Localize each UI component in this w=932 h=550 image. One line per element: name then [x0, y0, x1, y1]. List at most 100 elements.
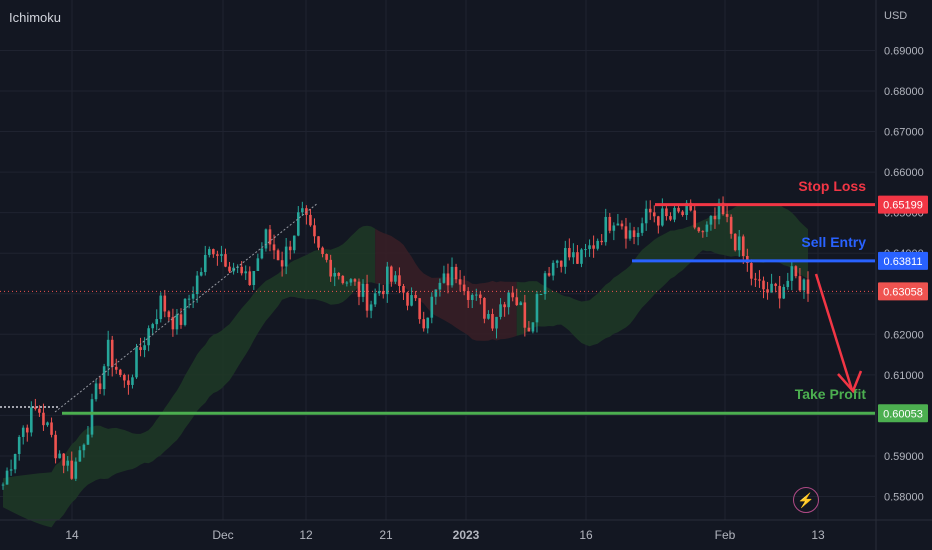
candle-body: [782, 286, 786, 299]
candle-body: [774, 283, 777, 286]
candle-body: [438, 282, 442, 290]
candle-body: [551, 262, 555, 276]
candle-body: [523, 302, 527, 328]
candle-body: [669, 216, 672, 220]
candle-body: [709, 215, 713, 225]
candle-body: [588, 245, 591, 250]
cloud-segment: [3, 225, 376, 528]
candle-body: [559, 260, 563, 267]
x-tick-label: 21: [379, 528, 393, 542]
candle-body: [248, 271, 252, 286]
candle-body: [264, 229, 268, 249]
candle-body: [685, 202, 688, 216]
candle-body: [147, 328, 150, 346]
candle-body: [110, 339, 114, 367]
candle-body: [82, 444, 86, 451]
arrow-head: [837, 370, 863, 394]
candle-body: [527, 327, 531, 332]
candle-body: [499, 304, 502, 317]
candle-body: [778, 285, 781, 299]
candle-body: [608, 216, 612, 231]
candle-body: [301, 208, 304, 213]
candle-body: [159, 295, 163, 320]
candle-body: [418, 298, 421, 320]
candle-body: [491, 313, 494, 329]
candle-body: [58, 453, 61, 459]
candle-body: [414, 295, 417, 299]
candle-body: [725, 214, 729, 217]
candle-body: [345, 282, 349, 284]
candle-body: [640, 223, 644, 233]
price-tag: [878, 195, 928, 214]
candle-body: [665, 208, 668, 217]
candle-body: [426, 317, 430, 329]
lightning-icon[interactable]: ⚡: [793, 487, 819, 513]
candle-body: [353, 279, 357, 282]
candle-body: [276, 250, 280, 261]
candle-body: [543, 273, 547, 295]
candle-body: [5, 470, 9, 485]
candle-body: [155, 319, 159, 325]
candle-body: [313, 225, 316, 237]
candle-body: [288, 246, 292, 251]
candle-body: [179, 314, 183, 325]
price-tag-label: 0.63811: [884, 256, 923, 268]
candle-body: [572, 252, 575, 258]
candle-body: [737, 236, 741, 251]
candle-body: [442, 273, 446, 283]
candle-body: [511, 292, 514, 298]
candle-body: [758, 279, 761, 281]
candle-body: [195, 275, 199, 295]
candle-body: [13, 454, 17, 470]
candle-body: [46, 422, 49, 426]
candle-body: [42, 412, 45, 426]
y-tick-label: 0.66000: [884, 167, 924, 179]
candle-body: [119, 369, 122, 375]
candle-body: [284, 246, 288, 267]
candle-body: [365, 283, 369, 311]
candle-body: [94, 383, 98, 400]
y-tick-label: 0.69000: [884, 45, 924, 57]
candle-body: [507, 292, 510, 308]
candle-body: [487, 313, 490, 319]
candle-body: [644, 208, 648, 224]
candle-body: [240, 266, 243, 274]
candle-body: [717, 202, 721, 220]
candle-body: [657, 216, 660, 226]
candle-body: [636, 232, 640, 237]
candle-body: [705, 224, 709, 232]
candle-body: [398, 275, 401, 286]
price-tag: [878, 251, 928, 270]
candle-body: [729, 216, 733, 234]
candle-body: [632, 230, 636, 237]
candle-body: [329, 259, 332, 277]
candle-body: [697, 227, 701, 232]
candle-body: [123, 374, 126, 381]
candle-body: [385, 266, 389, 295]
candle-body: [114, 366, 118, 370]
projection-arrow: [814, 273, 854, 391]
currency-label: USD: [884, 10, 908, 22]
candle-body: [268, 229, 272, 245]
candle-body: [203, 254, 207, 273]
candle-body: [798, 276, 802, 291]
indicator-label: Ichimoku: [9, 10, 62, 25]
candle-body: [612, 225, 616, 231]
candle-body: [483, 297, 486, 319]
candle-body: [673, 207, 676, 220]
candle-body: [292, 235, 296, 251]
candle-body: [681, 211, 684, 216]
y-tick-label: 0.58000: [884, 492, 924, 504]
candle-body: [806, 279, 810, 294]
level-label: Take Profit: [795, 386, 867, 402]
candle-body: [151, 324, 154, 329]
candle-body: [127, 380, 130, 385]
candle-body: [539, 294, 543, 296]
candle-body: [21, 427, 25, 437]
candle-body: [495, 316, 498, 329]
y-tick-label: 0.62000: [884, 329, 924, 341]
candle-body: [369, 304, 373, 311]
candle-body: [317, 236, 320, 248]
